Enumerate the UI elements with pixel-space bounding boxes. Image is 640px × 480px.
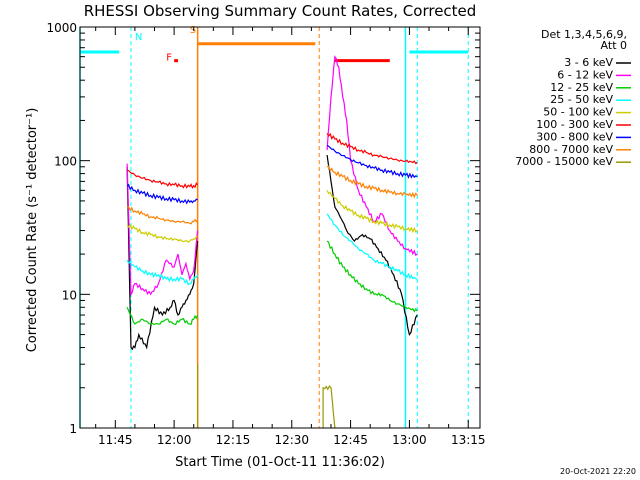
series-4	[126, 213, 418, 286]
series-line	[326, 155, 418, 337]
series-6	[126, 132, 418, 189]
marker-label-s: S	[190, 25, 196, 36]
series-line	[126, 183, 198, 205]
series-line	[326, 240, 418, 313]
series-line	[126, 259, 199, 286]
x-tick-label: 13:00	[392, 433, 427, 447]
axes-frame	[79, 26, 481, 429]
legend-entry-label: 800 - 7000 keV	[529, 143, 613, 156]
legend-entry-label: 50 - 100 keV	[543, 106, 613, 119]
series-line	[126, 163, 199, 297]
series-5	[126, 190, 418, 243]
marker-label-n: N	[135, 32, 142, 43]
series-line	[326, 144, 418, 179]
x-tick-label: 11:45	[98, 433, 133, 447]
series-line	[326, 165, 418, 199]
legend-entry-label: 6 - 12 keV	[557, 68, 613, 81]
series-line	[322, 385, 336, 429]
series-line	[126, 169, 199, 189]
axes: 1 10 100 1000 11:45 12:00 12:15 12:30 12:45 13:00…	[46, 21, 485, 447]
series-3	[126, 240, 418, 326]
series-line	[326, 213, 418, 280]
series-7	[126, 144, 418, 205]
y-tick-label: 1000	[46, 21, 77, 35]
plot-area	[80, 27, 480, 428]
series-1	[126, 155, 418, 351]
series-line	[326, 190, 418, 234]
x-tick-label: 12:15	[216, 433, 251, 447]
legend-entry-label: 100 - 300 keV	[536, 118, 613, 131]
plot-background	[80, 27, 480, 428]
series-line	[126, 307, 199, 326]
x-tick-label: 12:30	[274, 433, 309, 447]
legend-entry-label: 7000 - 15000 keV	[515, 155, 613, 168]
series-line	[326, 55, 418, 257]
x-tick-label: 12:00	[157, 433, 192, 447]
x-axis-label: Start Time (01-Oct-11 11:36:02)	[175, 455, 385, 470]
legend-header: Det 1,3,4,5,6,9,	[541, 28, 627, 41]
marker-label-f: F	[166, 53, 172, 64]
chart-title: RHESSI Observing Summary Count Rates, Co…	[84, 2, 477, 20]
y-tick-label: 1	[69, 422, 77, 436]
series-line	[127, 206, 199, 225]
legend-entry-label: 12 - 25 keV	[550, 81, 613, 94]
legend-entry-label: 300 - 800 keV	[536, 130, 613, 143]
series-line	[126, 166, 199, 351]
legend-header: Att 0	[601, 39, 627, 52]
series-line	[326, 132, 418, 165]
series-layer	[126, 55, 418, 429]
y-tick-label: 10	[62, 288, 77, 302]
timestamp: 20-Oct-2021 22:20	[560, 467, 636, 476]
series-9	[197, 364, 336, 429]
legend-entry-label: 25 - 50 keV	[550, 93, 613, 106]
series-2	[126, 55, 418, 297]
x-tick-label: 13:15	[451, 433, 486, 447]
series-line	[126, 223, 198, 243]
x-tick-label: 12:45	[333, 433, 368, 447]
legend-entry-label: 3 - 6 keV	[564, 56, 613, 69]
y-axis-label: Corrected Count Rate (s⁻¹ detector⁻¹)	[25, 108, 40, 353]
y-tick-label: 100	[54, 155, 77, 169]
series-8	[127, 165, 418, 225]
